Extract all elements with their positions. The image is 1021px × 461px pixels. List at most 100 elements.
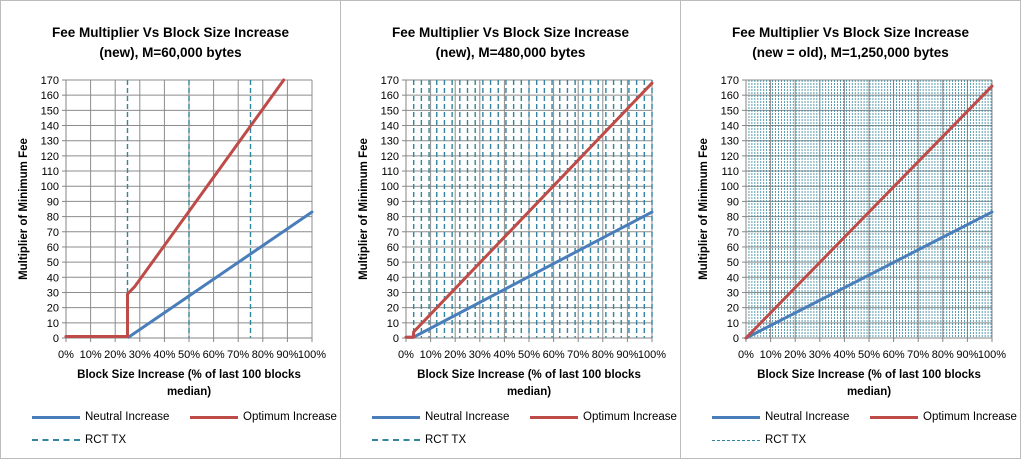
y-tick-label: 0 bbox=[733, 333, 739, 345]
y-tick-label: 20 bbox=[47, 303, 59, 315]
y-tick-label: 10 bbox=[727, 318, 739, 330]
chart-legend: Neutral Increase Optimum Increase RCT TX bbox=[681, 406, 1020, 456]
chart-title: Fee Multiplier Vs Block Size Increase (n… bbox=[681, 23, 1020, 63]
legend-item-rct: RCT TX bbox=[32, 434, 126, 446]
x-tick-label: 20% bbox=[784, 349, 806, 361]
legend-swatch-neutral bbox=[372, 415, 420, 419]
y-tick-label: 170 bbox=[381, 75, 399, 87]
chart-panel-2: 0 10 20 30 40 50 60 70 80 90 100 110 120 130 140 150 160… bbox=[340, 0, 681, 459]
x-tick-label: 40% bbox=[493, 349, 515, 361]
x-tick-label: 30% bbox=[129, 349, 151, 361]
y-tick-label: 100 bbox=[721, 181, 739, 193]
x-tick-label: 40% bbox=[833, 349, 855, 361]
y-tick-label: 140 bbox=[381, 121, 399, 133]
optimum-increase-line bbox=[744, 84, 994, 340]
y-tick-label: 30 bbox=[727, 287, 739, 299]
y-tick-label: 0 bbox=[393, 333, 399, 345]
y-axis-title: Multiplier of Minimum Fee bbox=[698, 138, 710, 280]
x-tick-label: 20% bbox=[104, 349, 126, 361]
y-tick-label: 90 bbox=[387, 196, 399, 208]
chart-plot: 0 10 20 30 40 50 60 70 80 90 100 110 120 130 140 150 160… bbox=[18, 75, 326, 398]
y-tick-label: 20 bbox=[727, 303, 739, 315]
x-tick-label: 100% bbox=[638, 349, 666, 361]
x-tick-label: 10% bbox=[760, 349, 782, 361]
optimum-increase-line bbox=[404, 81, 654, 339]
chart-title-line1: Fee Multiplier Vs Block Size Increase bbox=[731, 25, 970, 40]
y-tick-label: 150 bbox=[41, 105, 59, 117]
y-tick-label: 30 bbox=[387, 287, 399, 299]
y-tick-label: 160 bbox=[41, 90, 59, 102]
y-tick-label: 70 bbox=[387, 227, 399, 239]
y-tick-label: 140 bbox=[41, 121, 59, 133]
x-axis-title-line1: Block Size Increase (% of last 100 block… bbox=[417, 369, 641, 381]
y-tick-label: 100 bbox=[41, 181, 59, 193]
x-tick-label: 50% bbox=[518, 349, 540, 361]
x-tick-label: 50% bbox=[858, 349, 880, 361]
x-tick-label: 10% bbox=[80, 349, 102, 361]
optimum-increase-line bbox=[64, 78, 286, 338]
legend-swatch-neutral bbox=[712, 415, 760, 419]
x-tick-label: 60% bbox=[543, 349, 565, 361]
legend-label-rct: RCT TX bbox=[85, 434, 127, 446]
y-tick-label: 50 bbox=[47, 257, 59, 269]
y-tick-label: 80 bbox=[387, 212, 399, 224]
y-tick-label: 120 bbox=[381, 151, 399, 163]
legend-item-rct: RCT TX bbox=[712, 434, 806, 446]
x-tick-label: 20% bbox=[444, 349, 466, 361]
y-tick-label: 60 bbox=[727, 242, 739, 254]
legend-label-neutral: Neutral Increase bbox=[85, 411, 170, 423]
y-tick-label: 150 bbox=[721, 105, 739, 117]
y-tick-label: 70 bbox=[47, 227, 59, 239]
legend-swatch-optimum bbox=[870, 415, 918, 419]
x-tick-label: 100% bbox=[978, 349, 1006, 361]
legend-swatch-optimum bbox=[190, 415, 238, 419]
y-tick-label: 110 bbox=[41, 166, 59, 178]
y-tick-label: 110 bbox=[721, 166, 739, 178]
chart-legend: Neutral Increase Optimum Increase RCT TX bbox=[341, 406, 680, 456]
x-tick-label: 90% bbox=[276, 349, 298, 361]
chart-panel-3: 0 10 20 30 40 50 60 70 80 90 100 110 120 130 140 150 160… bbox=[680, 0, 1021, 459]
chart-plot: 0 10 20 30 40 50 60 70 80 90 100 110 120 130 140 150 160… bbox=[358, 75, 666, 398]
x-tick-label: 100% bbox=[298, 349, 326, 361]
x-tick-label: 80% bbox=[932, 349, 954, 361]
x-axis-title-line2: median) bbox=[167, 386, 211, 398]
chart-plot: 0 10 20 30 40 50 60 70 80 90 100 110 120 130 140 150 160… bbox=[698, 75, 1006, 398]
legend-swatch-rct bbox=[372, 439, 420, 441]
y-tick-label: 10 bbox=[47, 318, 59, 330]
y-tick-label: 140 bbox=[721, 121, 739, 133]
y-tick-label: 10 bbox=[387, 318, 399, 330]
legend-item-neutral: Neutral Increase bbox=[712, 411, 849, 423]
legend-label-optimum: Optimum Increase bbox=[923, 411, 1017, 423]
y-tick-label: 40 bbox=[387, 272, 399, 284]
y-tick-label: 90 bbox=[727, 196, 739, 208]
y-tick-label: 60 bbox=[47, 242, 59, 254]
x-tick-label: 0% bbox=[738, 349, 754, 361]
x-tick-label: 70% bbox=[567, 349, 589, 361]
x-tick-label: 70% bbox=[907, 349, 929, 361]
chart-title: Fee Multiplier Vs Block Size Increase (n… bbox=[1, 23, 340, 63]
legend-swatch-neutral bbox=[32, 415, 80, 419]
y-tick-label: 160 bbox=[381, 90, 399, 102]
y-tick-label: 50 bbox=[387, 257, 399, 269]
x-tick-label: 30% bbox=[809, 349, 831, 361]
chart-title-line1: Fee Multiplier Vs Block Size Increase bbox=[51, 25, 290, 40]
legend-item-optimum: Optimum Increase bbox=[530, 411, 677, 423]
x-tick-label: 80% bbox=[252, 349, 274, 361]
y-axis-title: Multiplier of Minimum Fee bbox=[358, 138, 370, 280]
y-tick-label: 20 bbox=[387, 303, 399, 315]
x-tick-label: 60% bbox=[883, 349, 905, 361]
y-tick-label: 110 bbox=[381, 166, 399, 178]
y-tick-label: 170 bbox=[41, 75, 59, 87]
x-tick-label: 50% bbox=[178, 349, 200, 361]
y-tick-label: 50 bbox=[727, 257, 739, 269]
x-tick-label: 80% bbox=[592, 349, 614, 361]
y-axis-title: Multiplier of Minimum Fee bbox=[18, 138, 30, 280]
y-tick-label: 130 bbox=[381, 136, 399, 148]
legend-swatch-rct bbox=[712, 439, 760, 441]
legend-item-neutral: Neutral Increase bbox=[372, 411, 509, 423]
y-tick-label: 120 bbox=[41, 151, 59, 163]
legend-label-rct: RCT TX bbox=[425, 434, 467, 446]
x-tick-label: 40% bbox=[153, 349, 175, 361]
chart-title-line2: (new = old), M=1,250,000 bytes bbox=[752, 45, 949, 60]
x-tick-label: 10% bbox=[420, 349, 442, 361]
